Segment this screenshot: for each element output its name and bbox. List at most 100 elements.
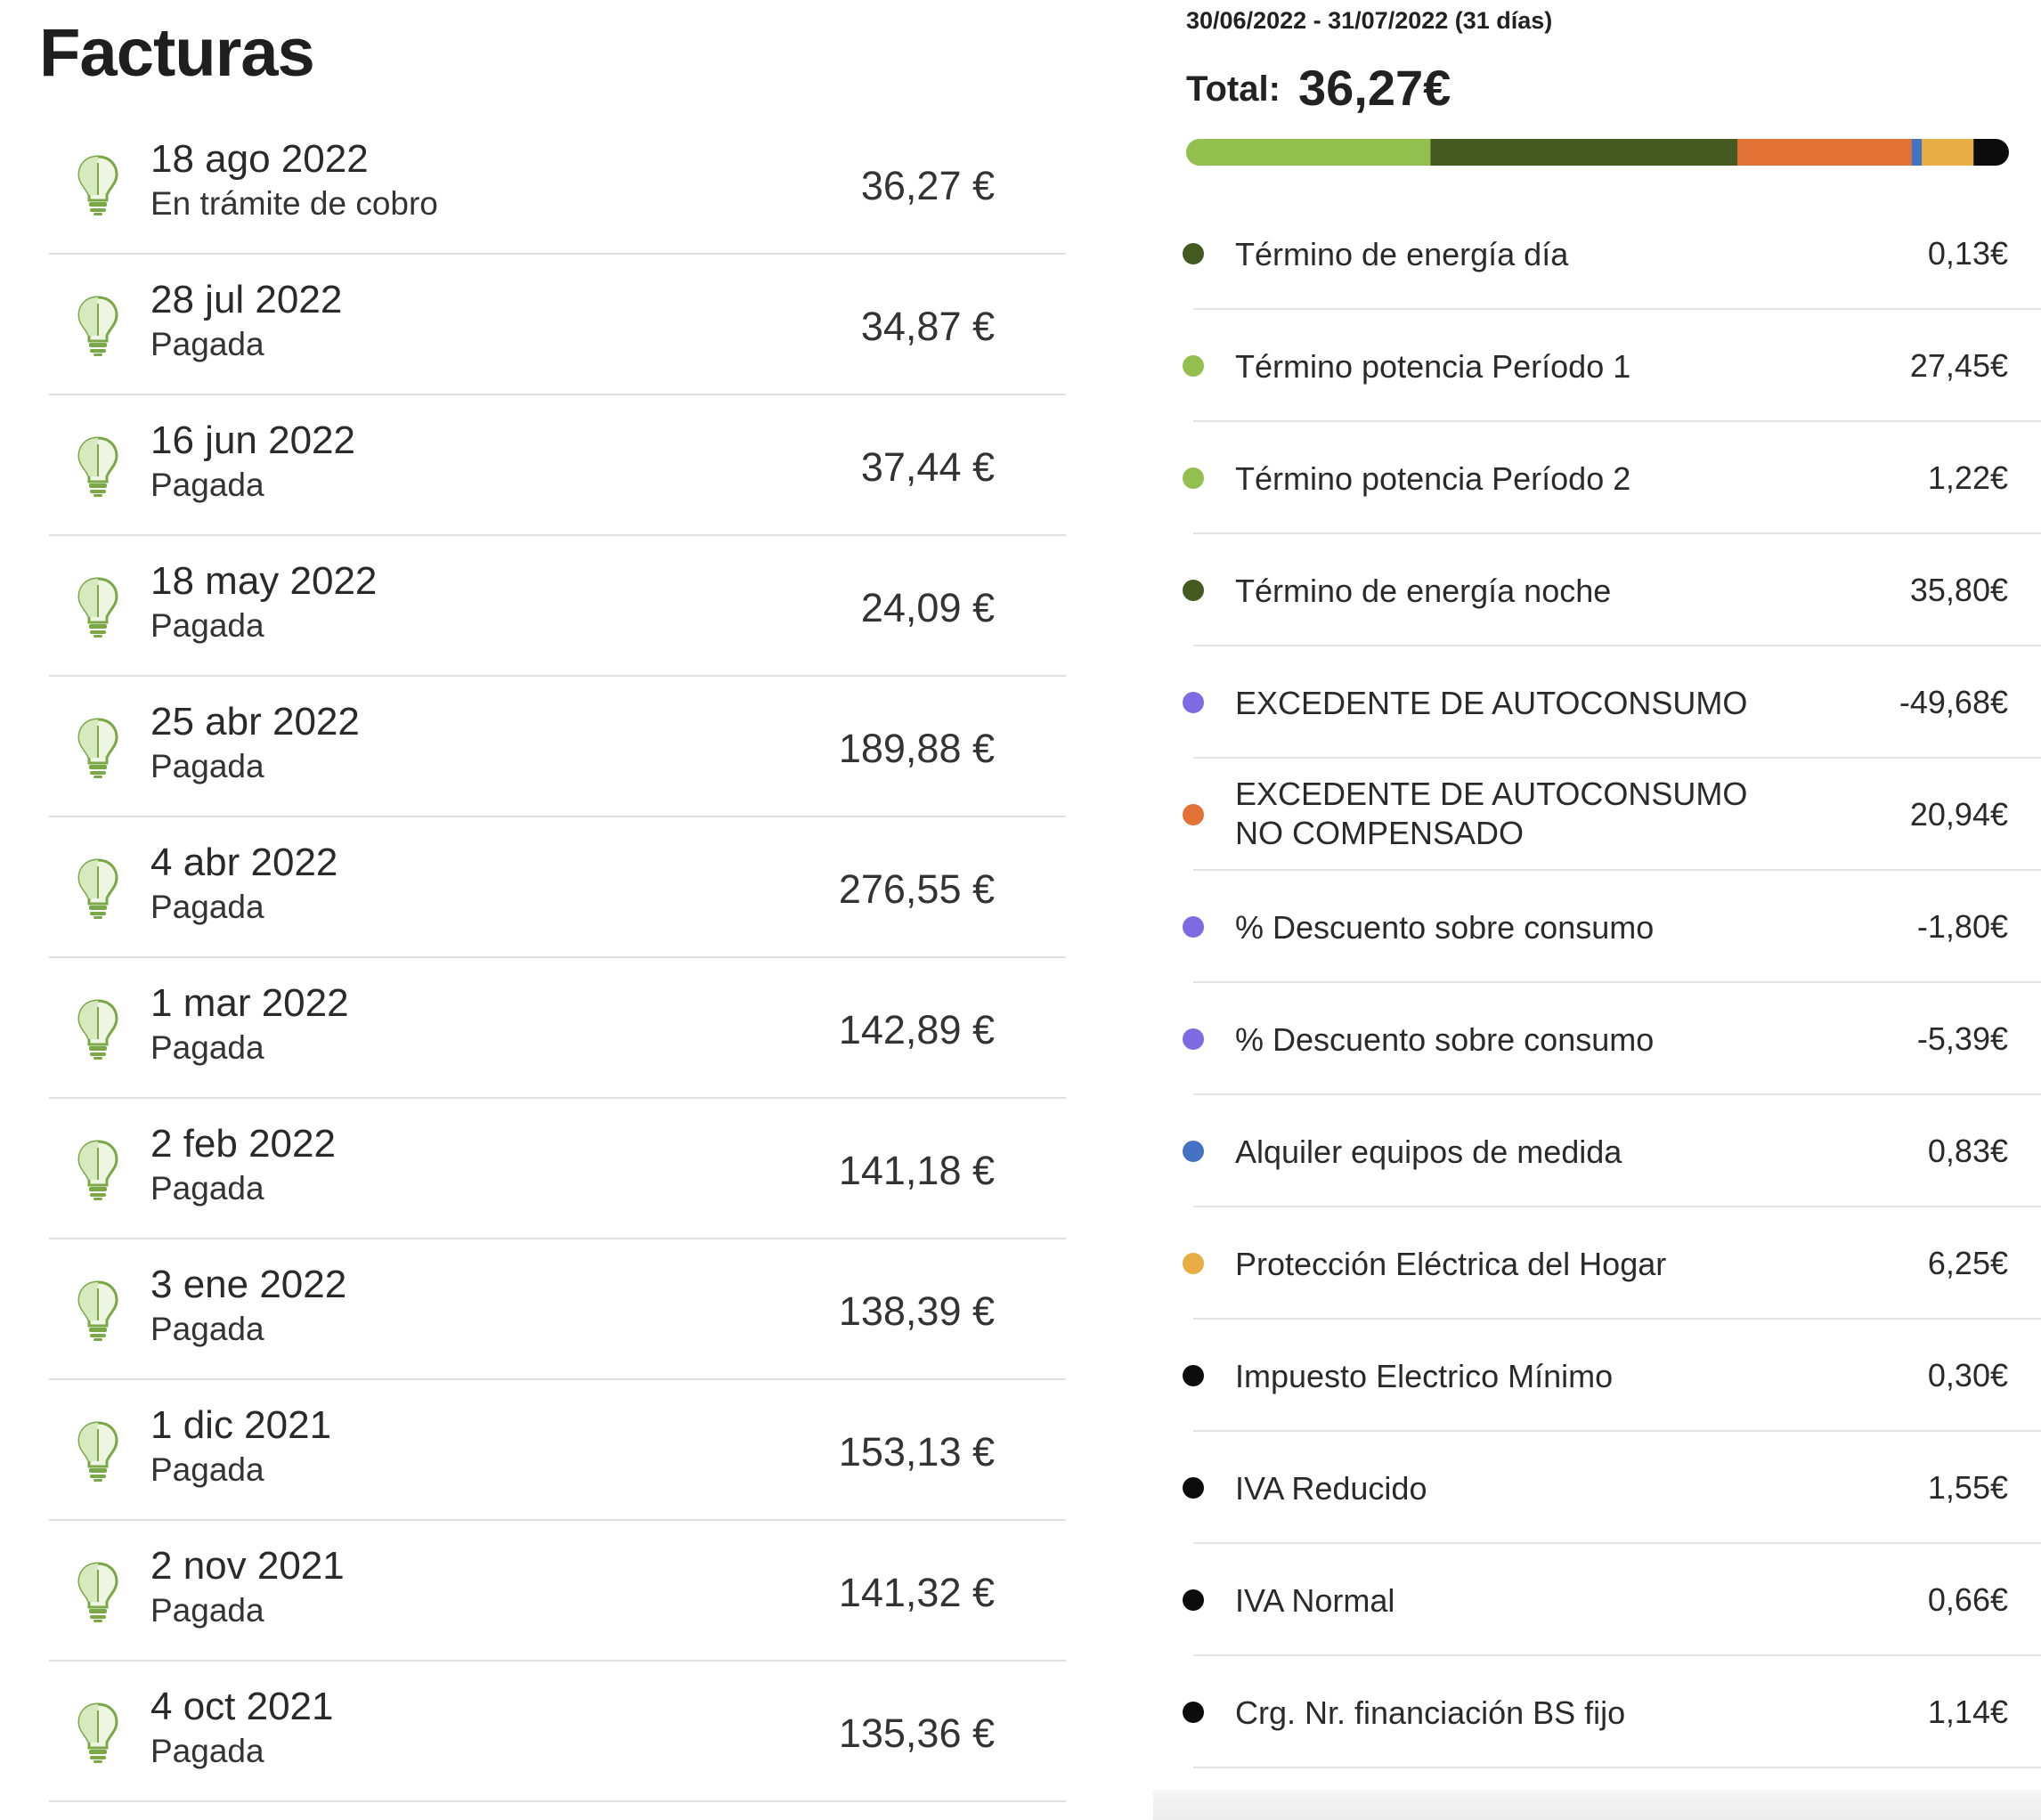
invoice-date: 16 jun 2022 — [150, 418, 355, 462]
breakdown-label: Protección Eléctrica del Hogar — [1235, 1246, 1667, 1282]
breakdown-label: Crg. Nr. financiación BS fijo — [1235, 1694, 1626, 1731]
invoice-row[interactable]: 4 oct 2021 Pagada 135,36 € — [49, 1662, 1066, 1802]
invoice-date: 4 oct 2021 — [150, 1685, 334, 1728]
page-title: Facturas — [39, 15, 315, 91]
breakdown-value: 0,66€ — [1927, 1581, 2008, 1618]
breakdown-value: 0,30€ — [1927, 1357, 2008, 1393]
invoice-row[interactable]: 18 ago 2022 En trámite de cobro 36,27 € — [49, 114, 1066, 255]
invoice-amount: 36,27 € — [860, 163, 995, 208]
breakdown-row: EXCEDENTE DE AUTOCONSUMO -49,68€ — [1183, 646, 2041, 759]
breakdown-label: Alquiler equipos de medida — [1235, 1133, 1622, 1170]
invoice-detail-panel: 30/06/2022 - 31/07/2022 (31 días) Total:… — [1153, 0, 2041, 1820]
invoice-status: En trámite de cobro — [150, 185, 438, 222]
invoice-amount: 153,13 € — [838, 1429, 995, 1475]
legend-dot — [1183, 916, 1204, 938]
breakdown-label: EXCEDENTE DE AUTOCONSUMO NO COMPENSADO — [1235, 776, 1748, 851]
total-label: Total: — [1186, 69, 1281, 109]
breakdown-value: 1,55€ — [1927, 1469, 2008, 1506]
breakdown-row: Alquiler equipos de medida 0,83€ — [1183, 1095, 2041, 1207]
invoice-date: 2 feb 2022 — [150, 1122, 336, 1166]
invoice-date: 18 may 2022 — [150, 559, 378, 603]
lightbulb-icon — [77, 858, 118, 919]
breakdown-row: IVA Reducido 1,55€ — [1183, 1432, 2041, 1544]
legend-dot — [1183, 1365, 1204, 1386]
invoice-list: 18 ago 2022 En trámite de cobro 36,27 € 28 … — [49, 114, 1066, 1802]
invoice-status: Pagada — [150, 889, 264, 925]
legend-dot — [1183, 580, 1204, 601]
invoice-date: 1 dic 2021 — [150, 1403, 332, 1447]
invoice-row[interactable]: 4 abr 2022 Pagada 276,55 € — [49, 817, 1066, 958]
breakdown-label: EXCEDENTE DE AUTOCONSUMO — [1235, 685, 1748, 721]
legend-dot — [1183, 1028, 1204, 1050]
bar-segment — [1911, 139, 1923, 166]
legend-dot — [1183, 355, 1204, 377]
lightbulb-icon — [77, 718, 118, 778]
breakdown-row: Impuesto Electrico Mínimo 0,30€ — [1183, 1320, 2041, 1432]
breakdown-value: -1,80€ — [1916, 908, 2008, 945]
breakdown-row: Protección Eléctrica del Hogar 6,25€ — [1183, 1207, 2041, 1320]
invoice-status: Pagada — [150, 1592, 264, 1629]
breakdown-value: 6,25€ — [1927, 1245, 2008, 1281]
invoice-amount: 189,88 € — [838, 726, 995, 771]
breakdown-value: 1,22€ — [1927, 459, 2008, 496]
invoice-status: Pagada — [150, 1170, 264, 1207]
breakdown-value: 27,45€ — [1909, 347, 2008, 384]
invoice-row[interactable]: 28 jul 2022 Pagada 34,87 € — [49, 255, 1066, 395]
legend-dot — [1183, 243, 1204, 264]
invoice-status: Pagada — [150, 1733, 264, 1769]
invoice-status: Pagada — [150, 1311, 264, 1347]
breakdown-row: Término de energía día 0,13€ — [1183, 198, 2041, 310]
breakdown-value: 20,94€ — [1909, 796, 2008, 833]
breakdown-row: Término potencia Período 2 1,22€ — [1183, 422, 2041, 534]
invoice-date: 1 mar 2022 — [150, 981, 349, 1025]
invoice-row[interactable]: 25 abr 2022 Pagada 189,88 € — [49, 677, 1066, 817]
cost-breakdown-list: Término de energía día 0,13€ Término poten… — [1183, 198, 2041, 1768]
invoice-row[interactable]: 2 nov 2021 Pagada 141,32 € — [49, 1521, 1066, 1662]
invoice-amount: 37,44 € — [860, 444, 995, 490]
bar-segment — [1430, 139, 1738, 166]
breakdown-row: % Descuento sobre consumo -5,39€ — [1183, 983, 2041, 1095]
lightbulb-icon — [77, 1702, 118, 1763]
lightbulb-icon — [77, 1280, 118, 1341]
breakdown-row: Término de energía noche 35,80€ — [1183, 534, 2041, 646]
legend-dot — [1183, 1589, 1204, 1611]
invoice-row[interactable]: 1 mar 2022 Pagada 142,89 € — [49, 958, 1066, 1099]
breakdown-label: Término de energía día — [1235, 236, 1569, 272]
invoices-panel: Facturas 18 ago 2022 En trámite de cobro 3… — [39, 15, 1066, 1802]
lightbulb-icon — [77, 1562, 118, 1622]
breakdown-value: 0,83€ — [1927, 1133, 2008, 1169]
invoice-row[interactable]: 16 jun 2022 Pagada 37,44 € — [49, 395, 1066, 536]
bar-segment — [1922, 139, 1974, 166]
breakdown-row: Crg. Nr. financiación BS fijo 1,14€ — [1183, 1656, 2041, 1768]
invoice-status: Pagada — [150, 326, 264, 362]
bar-segment — [1973, 139, 2009, 166]
invoice-row[interactable]: 3 ene 2022 Pagada 138,39 € — [49, 1239, 1066, 1380]
breakdown-label: IVA Reducido — [1235, 1470, 1427, 1507]
billing-period: 30/06/2022 - 31/07/2022 (31 días) — [1186, 7, 1553, 34]
invoice-amount: 142,89 € — [838, 1007, 995, 1052]
breakdown-label: % Descuento sobre consumo — [1235, 1021, 1655, 1058]
invoice-amount: 276,55 € — [838, 866, 995, 912]
invoice-status: Pagada — [150, 1451, 264, 1488]
bar-segment — [1186, 139, 1431, 166]
legend-dot — [1183, 1477, 1204, 1499]
invoice-row[interactable]: 2 feb 2022 Pagada 141,18 € — [49, 1099, 1066, 1239]
invoice-date: 3 ene 2022 — [150, 1263, 347, 1306]
legend-dot — [1183, 1253, 1204, 1274]
invoice-row[interactable]: 1 dic 2021 Pagada 153,13 € — [49, 1380, 1066, 1521]
bar-segment — [1737, 139, 1913, 166]
breakdown-label: Impuesto Electrico Mínimo — [1235, 1358, 1614, 1394]
breakdown-value: 1,14€ — [1927, 1694, 2008, 1730]
invoice-date: 18 ago 2022 — [150, 137, 369, 181]
lightbulb-icon — [77, 1140, 118, 1200]
cost-breakdown-bar — [1186, 139, 2009, 166]
invoice-amount: 24,09 € — [860, 585, 995, 630]
scroll-fade — [1153, 1790, 2041, 1820]
lightbulb-icon — [77, 155, 118, 215]
invoice-status: Pagada — [150, 1029, 264, 1066]
breakdown-value: 0,13€ — [1927, 235, 2008, 272]
invoice-amount: 34,87 € — [860, 304, 995, 349]
lightbulb-icon — [77, 577, 118, 638]
invoice-row[interactable]: 18 may 2022 Pagada 24,09 € — [49, 536, 1066, 677]
breakdown-row: EXCEDENTE DE AUTOCONSUMO NO COMPENSADO 20… — [1183, 759, 2041, 871]
